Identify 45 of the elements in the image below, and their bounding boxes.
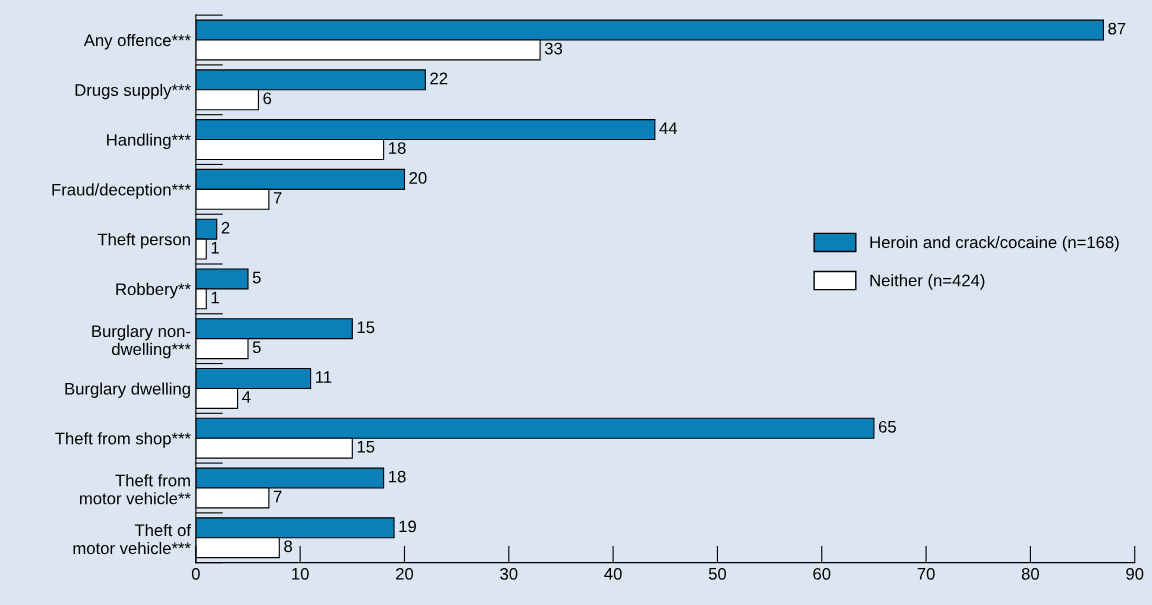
data-label: 6: [263, 92, 272, 105]
y-tick-label: Theft from motor vehicle**: [80, 474, 191, 505]
x-tick-label: 20: [396, 567, 414, 580]
data-label: 87: [1108, 22, 1126, 35]
y-tick-label: Fraud/deception***: [52, 183, 191, 199]
data-label: 19: [399, 520, 416, 533]
data-label: 4: [242, 391, 251, 403]
y-tick-label: Any offence***: [83, 33, 191, 50]
data-label: 22: [430, 72, 448, 85]
data-label: 15: [357, 441, 375, 453]
y-tick-label: Theft person: [97, 233, 190, 249]
data-label: 5: [252, 341, 261, 354]
data-label: 11: [316, 371, 332, 383]
x-tick-label: 30: [500, 567, 518, 580]
x-tick-label: 60: [813, 567, 831, 580]
y-tick-label: Robbery**: [116, 282, 191, 299]
data-label: 1: [211, 241, 219, 254]
data-label: 15: [357, 321, 375, 334]
data-label: 2: [221, 221, 230, 234]
x-tick-label: 80: [1021, 567, 1040, 580]
y-tick-label: Burglary non- dwelling***: [92, 324, 191, 359]
data-label: 8: [284, 540, 293, 553]
data-label: 65: [878, 420, 896, 433]
x-tick-label: 0: [191, 567, 200, 580]
x-tick-label: 10: [292, 567, 309, 580]
y-tick-label: Handling***: [107, 133, 191, 150]
data-label: 44: [659, 122, 678, 134]
data-label: 5: [252, 271, 261, 284]
x-tick-label: 90: [1126, 567, 1144, 580]
x-tick-label: 70: [917, 567, 935, 580]
data-label: 18: [389, 470, 406, 483]
data-label: 18: [389, 142, 406, 154]
y-tick-label: Theft from shop***: [55, 432, 191, 448]
legend-label: Heroin and crack/cocaine (n=168): [870, 235, 1119, 252]
data-label: 1: [211, 291, 219, 304]
x-tick-label: 50: [708, 567, 727, 580]
y-tick-label: Drugs supply***: [75, 83, 191, 100]
data-label: 7: [273, 490, 282, 503]
legend-label: Neither (n=424): [870, 274, 985, 290]
x-tick-label: 40: [604, 567, 622, 580]
data-label: 20: [409, 172, 427, 184]
data-label: 7: [273, 192, 282, 204]
y-tick-label: Theft of motor vehicle***: [73, 523, 192, 555]
data-label: 33: [544, 42, 563, 55]
y-tick-label: Burglary dwelling: [65, 382, 190, 398]
